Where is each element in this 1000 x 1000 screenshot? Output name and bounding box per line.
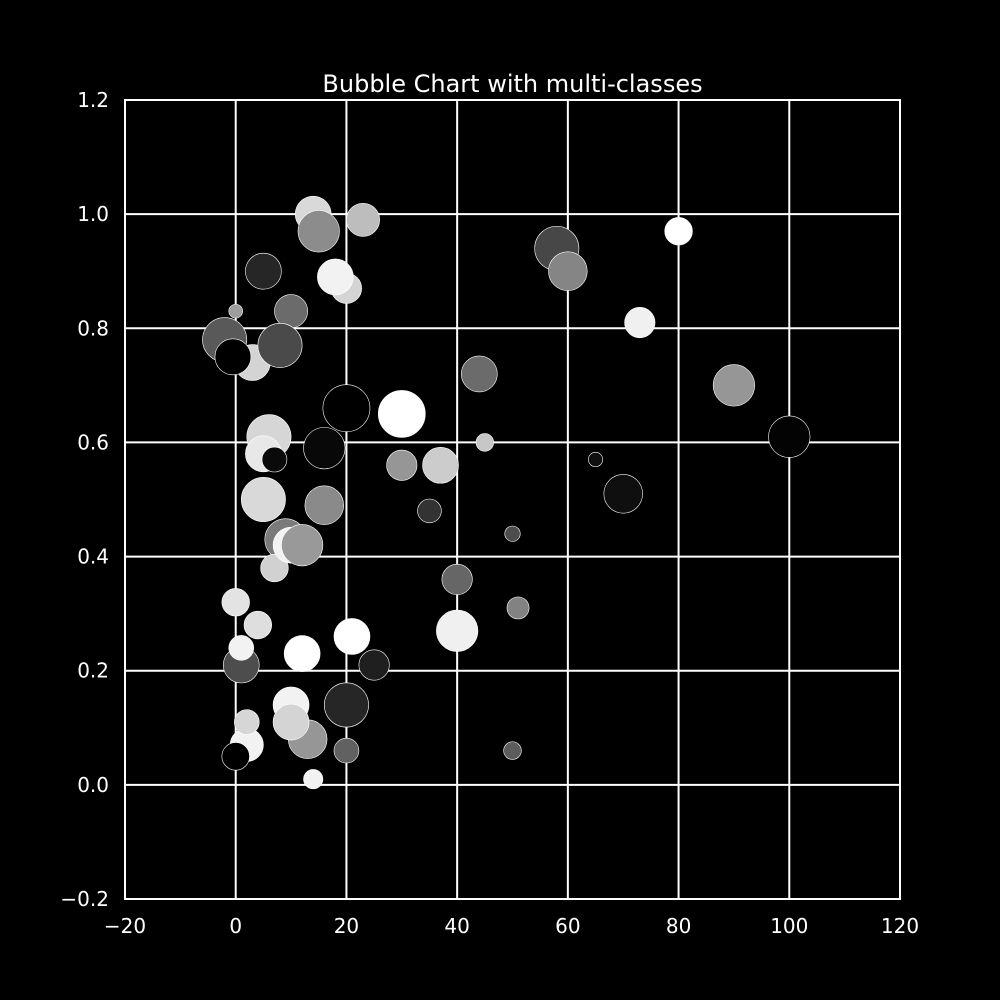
bubble-point (548, 251, 588, 291)
bubble-point (303, 427, 346, 470)
y-tick-label: −0.2 (60, 887, 109, 911)
bubble-point (303, 769, 324, 790)
bubble-point (221, 588, 250, 617)
chart-title: Bubble Chart with multi-classes (322, 70, 702, 98)
bubble-point (304, 485, 344, 525)
bubble-point (603, 474, 643, 514)
bubble-point (386, 449, 418, 481)
bubble-point (506, 596, 530, 620)
bubble-point (283, 635, 321, 672)
y-tick-label: 0.8 (77, 316, 109, 340)
bubble-point (260, 553, 289, 583)
y-axis-ticks: −0.2 0.0 0.2 0.4 0.6 0.8 1.0 1.2 (60, 88, 109, 911)
bubble-point (358, 649, 390, 681)
bubble-point (333, 737, 360, 764)
bubble-point (768, 415, 811, 458)
bubble-point (257, 322, 303, 368)
x-tick-label: −20 (104, 914, 146, 938)
bubble-point (214, 338, 252, 376)
bubble-point (228, 303, 243, 319)
bubble-point (346, 202, 380, 237)
bubble-point (460, 355, 498, 393)
y-tick-label: 1.2 (77, 88, 109, 112)
bubble-point (234, 709, 260, 735)
bubble-point (245, 252, 282, 290)
bubble-point (240, 477, 286, 522)
x-tick-label: 0 (229, 914, 242, 938)
x-tick-label: 40 (444, 914, 469, 938)
bubble-point (712, 364, 755, 407)
bubble-point (274, 294, 308, 329)
bubble-layer (202, 195, 811, 790)
y-tick-label: 0.0 (77, 773, 109, 797)
bubble-point (297, 210, 340, 253)
bubble-point (261, 446, 288, 473)
bubble-point (221, 742, 250, 771)
bubble-point (377, 390, 426, 438)
bubble-point (504, 525, 521, 542)
y-tick-label: 0.2 (77, 659, 109, 683)
bubble-point (441, 563, 473, 595)
bubble-point (228, 635, 255, 661)
bubble-point (281, 524, 324, 567)
y-tick-label: 0.4 (77, 545, 109, 569)
bubble-point (475, 433, 494, 452)
bubble-point (624, 307, 656, 339)
bubble-point (588, 452, 604, 468)
axes-frame (124, 99, 901, 900)
x-axis-ticks: −20 0 20 40 60 80 100 120 (104, 914, 919, 938)
bubble-point (317, 258, 354, 296)
bubble-point (272, 703, 310, 741)
y-tick-label: 0.6 (77, 430, 109, 454)
y-tick-label: 1.0 (77, 202, 109, 226)
plot-area (202, 195, 811, 790)
x-tick-label: 20 (334, 914, 359, 938)
bubble-point (322, 384, 371, 433)
bubble-point (664, 217, 693, 246)
bubble-point (436, 609, 479, 652)
bubble-point (422, 446, 459, 484)
x-tick-label: 120 (881, 914, 919, 938)
x-tick-label: 80 (666, 914, 691, 938)
bubble-point (417, 498, 442, 524)
bubble-point (243, 610, 272, 640)
bubble-point (323, 682, 369, 728)
bubble-point (503, 741, 522, 760)
x-tick-label: 100 (770, 914, 808, 938)
bubble-point (333, 618, 371, 655)
x-tick-label: 60 (555, 914, 580, 938)
